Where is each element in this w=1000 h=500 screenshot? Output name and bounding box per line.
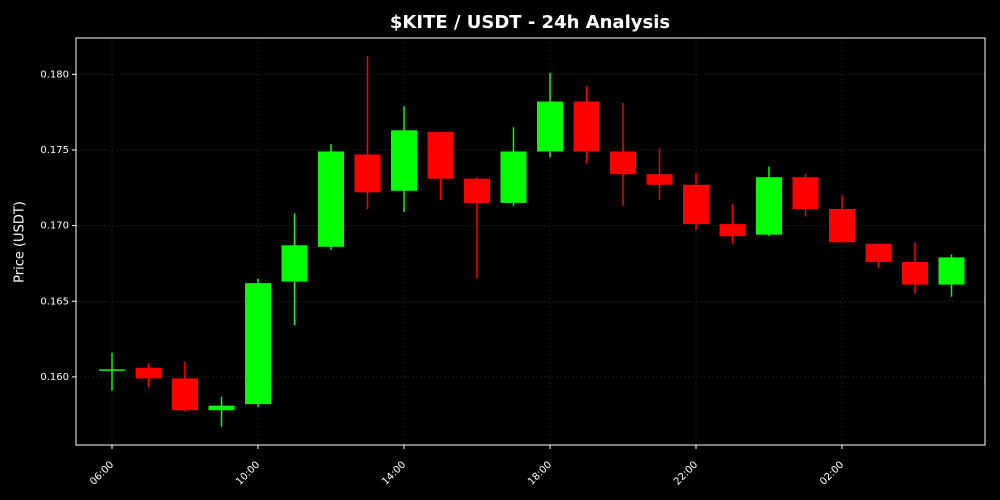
candle-body bbox=[245, 283, 271, 405]
candle-body bbox=[427, 131, 454, 179]
plot-frame bbox=[75, 37, 986, 446]
candle-body bbox=[683, 184, 709, 225]
candle-body bbox=[537, 101, 563, 152]
candle-body bbox=[464, 178, 490, 203]
candle-body bbox=[135, 367, 162, 379]
candle-body bbox=[500, 151, 527, 203]
y-tick-label: 0.170 bbox=[40, 221, 69, 232]
candle-body bbox=[610, 151, 636, 175]
y-tick-label: 0.175 bbox=[40, 145, 69, 156]
candle-body bbox=[646, 174, 673, 185]
candle-body bbox=[719, 224, 746, 237]
candle-body bbox=[208, 405, 235, 411]
candle-body bbox=[573, 101, 600, 152]
candle-body bbox=[829, 208, 855, 243]
y-axis-label: Price (USDT) bbox=[13, 201, 28, 283]
candle-body bbox=[354, 154, 381, 193]
y-tick-label: 0.160 bbox=[40, 372, 69, 383]
y-tick-label: 0.180 bbox=[40, 69, 69, 80]
candle-body bbox=[902, 261, 928, 285]
candle-body bbox=[318, 151, 344, 247]
y-tick-label: 0.165 bbox=[40, 296, 69, 307]
candle-body bbox=[938, 257, 965, 285]
chart-title: $KITE / USDT - 24h Analysis bbox=[390, 12, 670, 33]
candle-body bbox=[172, 378, 198, 411]
candle-body bbox=[792, 177, 819, 209]
candle-body bbox=[391, 130, 417, 191]
candle-body bbox=[756, 177, 782, 235]
candle-body bbox=[281, 245, 308, 282]
candle-body bbox=[865, 243, 892, 262]
candle-body bbox=[99, 369, 125, 371]
